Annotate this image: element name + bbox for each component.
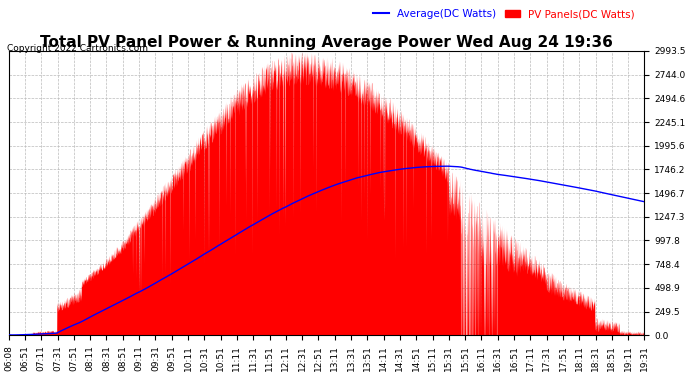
Text: Copyright 2022 Cartronics.com: Copyright 2022 Cartronics.com (7, 44, 148, 52)
Title: Total PV Panel Power & Running Average Power Wed Aug 24 19:36: Total PV Panel Power & Running Average P… (40, 35, 613, 50)
Legend: Average(DC Watts), PV Panels(DC Watts): Average(DC Watts), PV Panels(DC Watts) (369, 5, 639, 23)
